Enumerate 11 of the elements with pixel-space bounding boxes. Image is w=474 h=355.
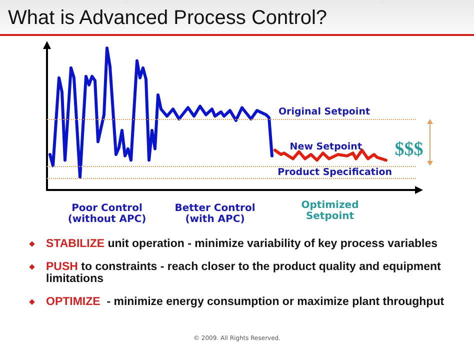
text: Poor Control (without APC) [66,203,148,225]
text: OPTIMIZE - minimize energy consumption or maximize plant throughput [46,296,444,308]
ref-line-label: New Setpoint [290,141,362,152]
text: STABILIZE unit operation - minimize variability of key process variables [46,238,438,250]
text: Better Control (with APC) [174,203,256,225]
text: PUSH to constraints - reach closer to the product quality and equipment limitations [46,261,442,285]
ref-line-label: Product Specification [278,167,392,178]
ref-line-label: Original Setpoint [278,106,370,118]
text: Optimized Setpoint [300,200,360,222]
chart-title: What is Advanced Process Control? [0,0,474,36]
annotation: $$$ [394,139,424,160]
